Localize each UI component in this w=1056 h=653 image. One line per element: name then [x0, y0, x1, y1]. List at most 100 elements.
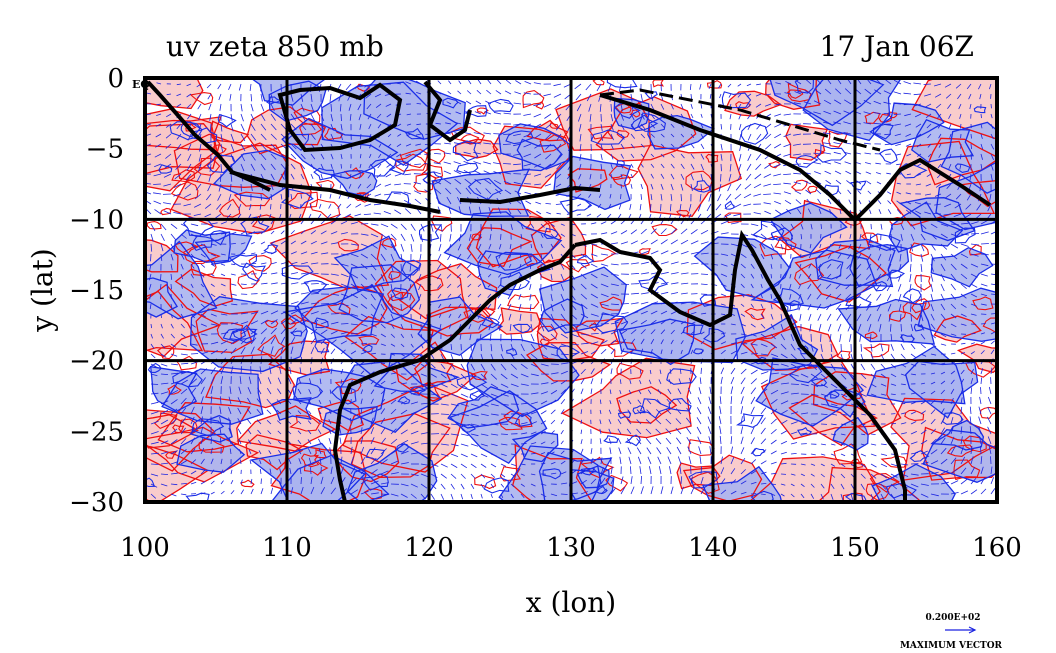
wind-vector — [640, 123, 646, 129]
wind-vector — [880, 443, 887, 446]
wind-vector — [887, 200, 892, 205]
wind-vector — [793, 133, 802, 136]
wind-vector — [200, 293, 205, 298]
wind-vector — [468, 206, 472, 215]
wind-vector — [780, 243, 783, 250]
wind-vector — [743, 193, 752, 199]
wind-vector — [170, 253, 174, 261]
wind-vector — [550, 372, 559, 375]
wind-vector — [396, 143, 402, 148]
wind-vector — [500, 493, 504, 498]
wind-vector — [208, 173, 212, 182]
wind-vector — [370, 293, 376, 301]
wind-vector — [670, 320, 677, 325]
wind-vector — [196, 173, 202, 182]
wind-vector — [990, 456, 992, 465]
wind-vector — [820, 473, 825, 478]
wind-vector — [176, 123, 182, 130]
wind-vector — [843, 151, 852, 155]
wind-vector — [650, 338, 655, 345]
wind-vector — [149, 263, 152, 271]
wind-vector — [175, 153, 182, 161]
wind-vector — [170, 381, 179, 385]
wind-vector — [990, 367, 993, 375]
wind-vector — [990, 163, 994, 171]
wind-vector — [200, 396, 204, 405]
wind-vector — [670, 282, 679, 285]
vorticity-positive-contour — [616, 362, 644, 380]
wind-vector — [510, 383, 519, 387]
wind-vector — [530, 483, 536, 487]
wind-vector — [229, 448, 232, 455]
wind-vector — [679, 203, 682, 212]
wind-vector — [900, 432, 907, 435]
wind-vector — [848, 243, 852, 250]
wind-vector — [250, 123, 256, 131]
wind-vector — [849, 233, 852, 239]
wind-vector — [510, 483, 515, 488]
wind-vector — [550, 293, 553, 302]
wind-vector — [737, 93, 742, 98]
wind-vector — [876, 181, 882, 185]
wind-vector — [600, 263, 609, 267]
wind-vector — [823, 142, 832, 145]
wind-vector — [220, 253, 226, 256]
wind-vector — [600, 378, 603, 385]
wind-vector — [449, 233, 452, 242]
wind-vector — [686, 436, 692, 445]
wind-vector — [534, 163, 542, 168]
wind-vector — [720, 283, 727, 287]
wind-vector — [990, 133, 994, 140]
wind-vector — [890, 353, 896, 360]
max-vector-key: 0.200E+02 MAXIMUM VECTOR — [900, 613, 1003, 651]
wind-vector — [160, 323, 163, 329]
wind-vector — [435, 122, 442, 125]
wind-vector — [940, 303, 946, 311]
wind-vector — [590, 293, 599, 299]
wind-vector — [640, 282, 649, 285]
wind-vector — [727, 83, 732, 88]
wind-vector — [380, 333, 387, 338]
wind-vector — [520, 363, 528, 370]
wind-vector — [865, 162, 872, 165]
wind-vector — [540, 323, 545, 332]
wind-vector — [560, 379, 568, 385]
wind-vector — [300, 282, 309, 285]
vorticity-negative-contour — [512, 323, 532, 334]
vorticity-negative-contour — [797, 426, 813, 437]
wind-vector — [700, 312, 707, 315]
vorticity-negative-contour — [161, 368, 264, 425]
wind-vector — [440, 433, 450, 435]
wind-vector — [826, 273, 832, 279]
wind-vector — [395, 163, 402, 167]
wind-vector — [896, 182, 902, 185]
vorticity-positive-contour — [309, 198, 341, 220]
wind-vector — [280, 346, 284, 355]
wind-vector — [865, 171, 872, 175]
wind-vector — [560, 450, 565, 455]
wind-vector — [780, 391, 789, 395]
wind-vector — [438, 303, 442, 309]
wind-vector — [630, 229, 638, 235]
wind-vector — [520, 473, 525, 476]
wind-vector — [894, 133, 902, 136]
wind-vector — [187, 153, 192, 162]
wind-vector — [930, 438, 937, 445]
wind-vector — [890, 473, 898, 478]
wind-vector — [247, 429, 252, 435]
wind-vector — [580, 283, 587, 290]
wind-vector — [520, 483, 525, 487]
wind-vector — [905, 143, 912, 147]
equator-label: EQ — [132, 78, 150, 91]
wind-vector — [696, 426, 702, 435]
wind-vector — [898, 263, 902, 272]
wind-vector — [484, 111, 492, 115]
wind-vector — [960, 263, 968, 269]
wind-vector — [418, 263, 422, 272]
wind-vector — [753, 212, 762, 215]
wind-vector — [530, 243, 532, 249]
wind-vector — [660, 329, 666, 335]
wind-vector — [460, 433, 469, 436]
vorticity-negative-region — [177, 434, 245, 473]
wind-vector — [718, 183, 722, 192]
